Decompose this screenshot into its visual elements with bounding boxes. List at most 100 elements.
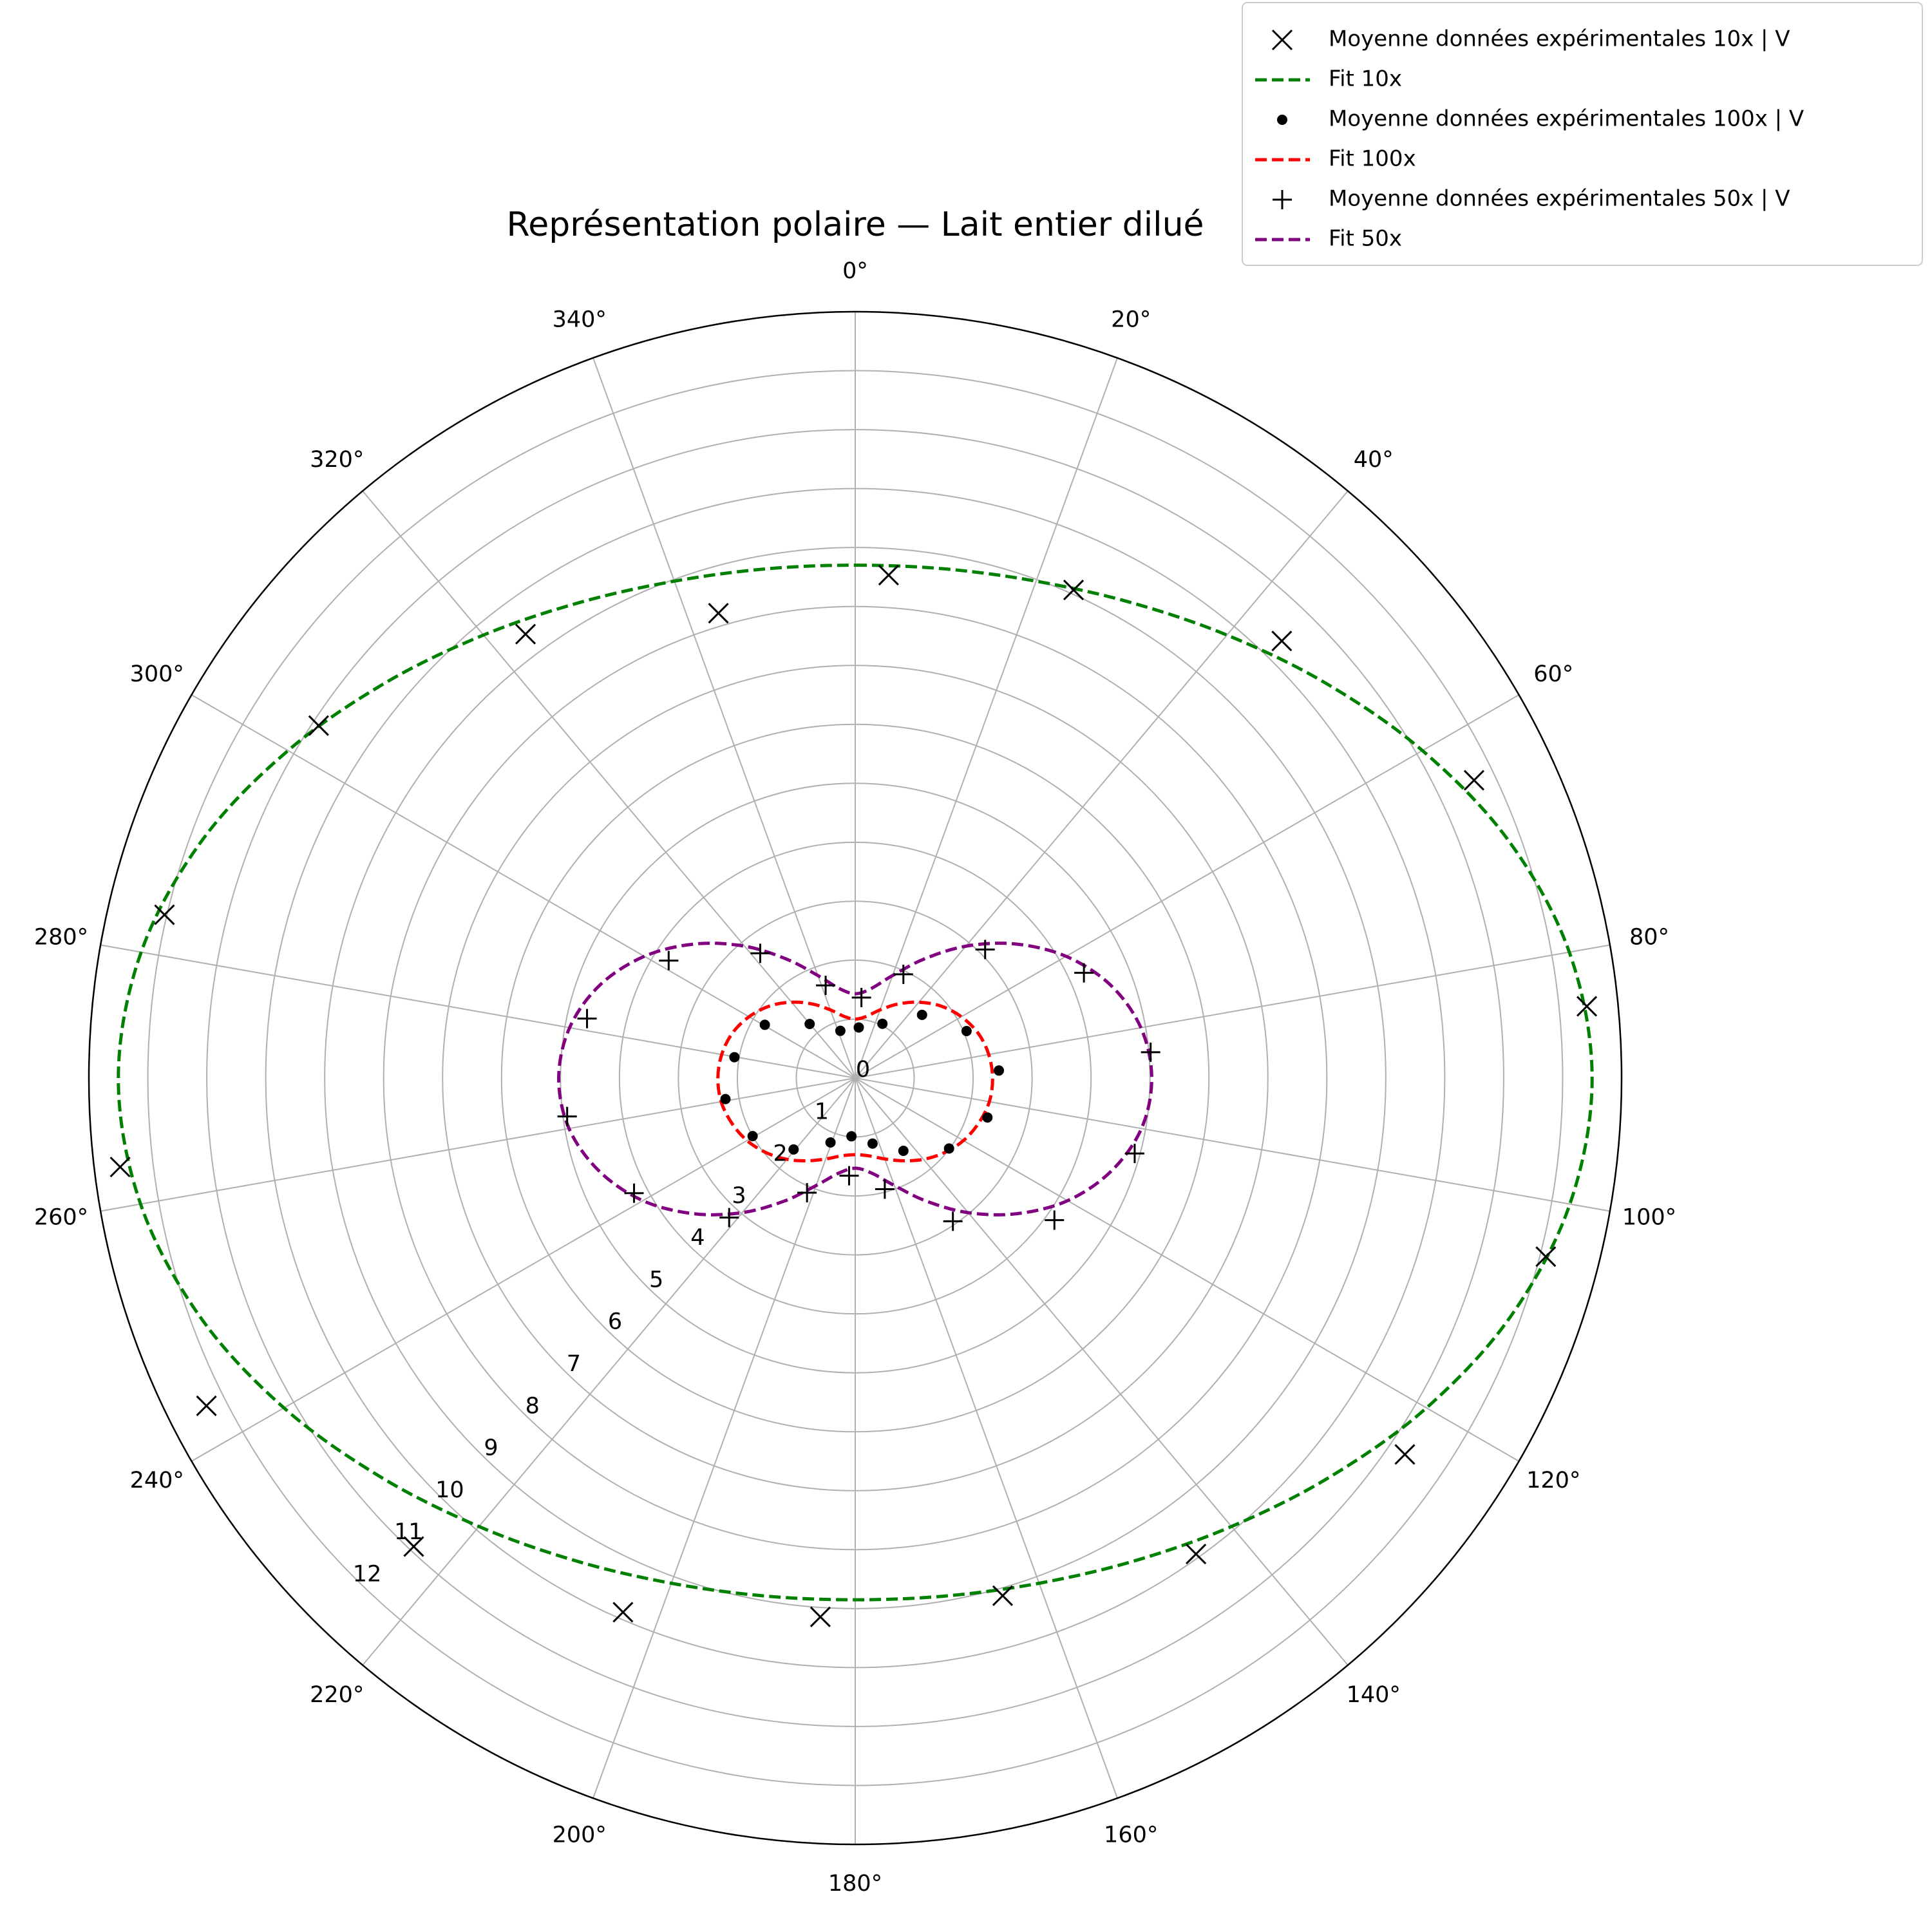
x-marker xyxy=(308,715,329,736)
theta-tick-label: 180° xyxy=(828,1871,882,1897)
marker-dot xyxy=(825,1137,836,1148)
marker-stroke xyxy=(154,904,175,925)
angular-grid-line xyxy=(855,1077,1349,1666)
r-tick-label: 4 xyxy=(690,1225,705,1251)
marker-dot xyxy=(846,1131,857,1142)
r-tick-label: 5 xyxy=(649,1267,663,1293)
r-tick-label: 7 xyxy=(567,1351,581,1377)
theta-tick-label: 260° xyxy=(34,1204,88,1230)
theta-tick-label: 140° xyxy=(1347,1682,1401,1708)
marker-stroke xyxy=(109,1157,131,1178)
marker-stroke xyxy=(1576,996,1598,1017)
marker-dot xyxy=(804,1018,815,1029)
marker-stroke xyxy=(992,1585,1014,1606)
marker-dot xyxy=(994,1065,1005,1076)
marker-stroke xyxy=(810,1606,831,1627)
legend-label: Moyenne données expérimentales 100x | V xyxy=(1329,106,1804,132)
angular-grid-line xyxy=(191,694,856,1079)
x-marker xyxy=(708,603,729,624)
theta-tick-label: 300° xyxy=(130,661,184,687)
r-tick-label: 6 xyxy=(608,1309,622,1335)
theta-tick-label: 20° xyxy=(1111,307,1151,333)
dot-marker xyxy=(853,1022,864,1033)
plus-marker xyxy=(875,1179,895,1199)
legend-label: Moyenne données expérimentales 50x | V xyxy=(1329,186,1790,212)
fit-curve xyxy=(117,564,1594,1602)
r-tick-label: 11 xyxy=(394,1519,423,1545)
angular-grid-line xyxy=(855,1077,1520,1462)
angular-grid-line xyxy=(855,944,1611,1079)
fit-curve xyxy=(716,1000,994,1162)
marker-stroke xyxy=(1463,770,1484,791)
legend-label: Fit 50x xyxy=(1329,226,1402,252)
angular-grid-line xyxy=(191,1077,856,1462)
angular-grid-line xyxy=(855,694,1520,1079)
theta-tick-label: 200° xyxy=(553,1822,607,1848)
plus-marker xyxy=(893,964,913,984)
dot-marker xyxy=(835,1025,846,1036)
plus-marker xyxy=(1141,1042,1160,1062)
x-marker xyxy=(515,623,536,645)
marker-stroke xyxy=(1186,1544,1207,1565)
x-marker xyxy=(1186,1544,1207,1565)
plus-marker xyxy=(797,1183,817,1203)
marker-dot xyxy=(729,1052,740,1063)
theta-tick-label: 40° xyxy=(1354,447,1394,473)
plus-marker xyxy=(1074,963,1094,983)
r-tick-label: 8 xyxy=(526,1393,540,1419)
plus-marker xyxy=(851,987,871,1007)
marker-stroke xyxy=(1535,1246,1557,1267)
legend-label: Fit 100x xyxy=(1329,146,1416,172)
marker-stroke xyxy=(308,715,329,736)
fit-curve xyxy=(557,942,1153,1217)
marker-stroke xyxy=(1271,630,1293,652)
x-marker xyxy=(1271,29,1293,51)
legend-label: Fit 10x xyxy=(1329,66,1402,92)
plus-marker xyxy=(1273,190,1292,209)
x-marker xyxy=(1271,630,1293,652)
x-marker xyxy=(1063,580,1084,601)
marker-dot xyxy=(835,1025,846,1036)
theta-tick-label: 120° xyxy=(1526,1468,1580,1493)
r-tick-label: 10 xyxy=(435,1477,464,1503)
marker-stroke xyxy=(515,623,536,645)
dot-marker xyxy=(1277,115,1287,125)
dot-marker xyxy=(982,1112,993,1123)
x-marker xyxy=(403,1536,424,1557)
r-tick-label: 3 xyxy=(732,1183,746,1209)
plus-marker xyxy=(975,940,995,960)
legend-box xyxy=(1242,2,1923,266)
plus-marker xyxy=(719,1208,739,1227)
plus-marker xyxy=(816,976,836,996)
dot-marker xyxy=(916,1009,927,1020)
theta-tick-label: 0° xyxy=(842,258,868,284)
x-marker xyxy=(196,1395,217,1416)
plus-marker xyxy=(624,1183,644,1203)
plus-marker xyxy=(577,1009,597,1028)
theta-tick-label: 220° xyxy=(310,1682,364,1708)
legend-label: Moyenne données expérimentales 10x | V xyxy=(1329,26,1790,52)
theta-tick-label: 160° xyxy=(1104,1822,1158,1848)
x-marker xyxy=(1576,996,1598,1017)
marker-dot xyxy=(853,1022,864,1033)
marker-stroke xyxy=(708,603,729,624)
x-marker xyxy=(612,1602,634,1623)
theta-tick-label: 80° xyxy=(1629,925,1669,951)
plus-marker xyxy=(659,951,679,971)
x-marker xyxy=(109,1157,131,1178)
theta-tick-label: 240° xyxy=(130,1468,184,1493)
angular-grid-line xyxy=(855,357,1118,1079)
marker-dot xyxy=(759,1019,770,1030)
r-tick-label: 9 xyxy=(484,1435,498,1461)
r-tick-label: 0 xyxy=(856,1057,870,1083)
marker-stroke xyxy=(612,1602,634,1623)
plus-marker xyxy=(1124,1144,1144,1164)
dot-marker xyxy=(720,1094,731,1104)
marker-dot xyxy=(982,1112,993,1123)
dot-marker xyxy=(729,1052,740,1063)
dot-marker xyxy=(825,1137,836,1148)
plus-marker xyxy=(750,943,770,963)
dot-marker xyxy=(877,1018,888,1029)
angular-grid-line xyxy=(855,490,1349,1079)
